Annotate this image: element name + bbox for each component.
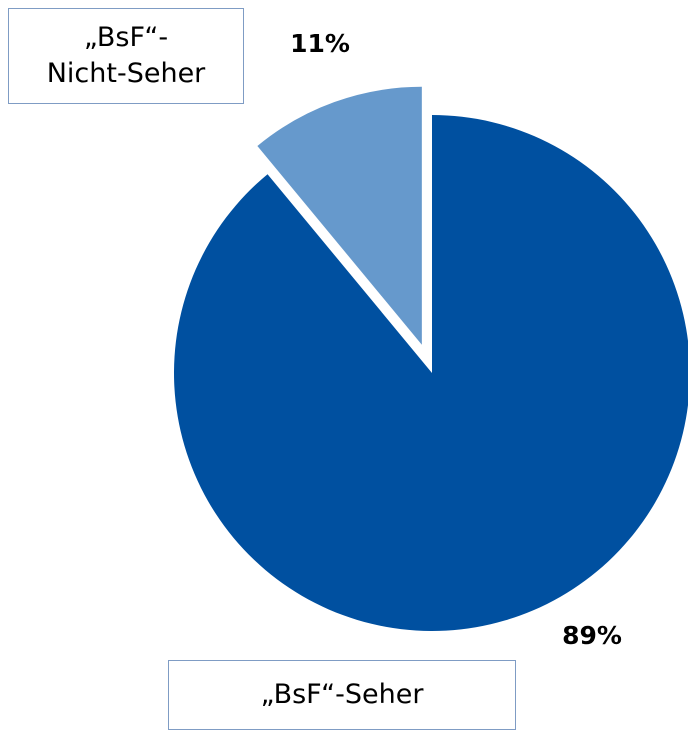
pie-slice: [174, 115, 688, 631]
category-label: „BsF“- Nicht-Seher: [8, 8, 244, 104]
category-label: „BsF“-Seher: [168, 660, 516, 730]
value-label: 89%: [562, 621, 622, 650]
value-label: 11%: [290, 29, 350, 58]
pie-slice: [257, 86, 422, 345]
